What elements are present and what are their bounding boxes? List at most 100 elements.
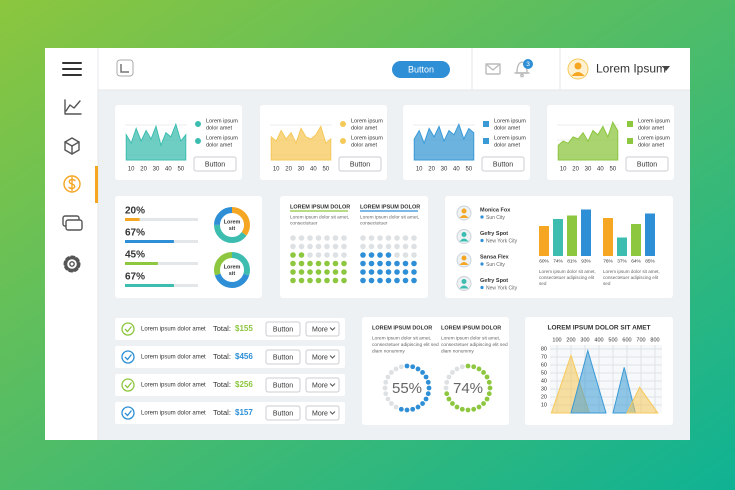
x-tick-label: 600	[622, 337, 631, 343]
box-icon[interactable]	[64, 137, 80, 155]
legend-text: dolor amet	[494, 142, 520, 148]
bar	[539, 226, 549, 256]
gauge-dot-filled	[481, 401, 486, 406]
dot-empty	[341, 252, 347, 258]
legend-marker	[340, 121, 346, 127]
check-icon[interactable]	[121, 406, 135, 420]
contact-city: New York City	[486, 285, 518, 291]
check-icon[interactable]	[121, 322, 135, 336]
contact-avatar-body	[459, 215, 469, 218]
order-button[interactable]	[265, 377, 301, 393]
chart-title: LOREM IPSUM DOLOR SIT AMET	[547, 325, 650, 332]
gauge-dot-empty	[398, 364, 404, 370]
gauge-dot-filled	[404, 363, 410, 369]
contact-city: New York City	[486, 238, 518, 244]
dot-filled	[368, 252, 375, 258]
order-button-label[interactable]: Button	[273, 382, 293, 389]
gauge-dot-empty	[446, 374, 452, 380]
button-label[interactable]: Button	[350, 161, 370, 168]
dot-empty	[360, 235, 366, 241]
check-icon[interactable]	[121, 350, 135, 364]
gauge-dot-empty	[393, 404, 399, 410]
gauge-dot-filled	[476, 366, 482, 372]
legend-text: dolor amet	[351, 142, 377, 148]
primary-button-label[interactable]: Button	[408, 64, 434, 74]
menu-icon[interactable]	[62, 62, 82, 76]
dot-filled	[411, 269, 417, 275]
total-label: Total:	[213, 408, 231, 417]
gauge-dot-filled	[415, 366, 421, 372]
donut-segment	[214, 207, 250, 243]
more-dropdown[interactable]	[305, 405, 340, 421]
mail-icon[interactable]	[485, 63, 501, 75]
dot-filled	[394, 269, 400, 275]
dot-filled	[377, 252, 383, 258]
button[interactable]	[481, 156, 525, 172]
button[interactable]	[338, 156, 382, 172]
gauge-label: 55%	[392, 380, 422, 397]
gauge-dot-filled	[425, 379, 431, 385]
dot-empty	[411, 243, 417, 250]
dollar-icon[interactable]	[63, 175, 81, 193]
legend-text: Lorem ipsum	[206, 118, 238, 124]
order-button-label[interactable]: Button	[273, 354, 293, 361]
legend-text: dolor amet	[206, 125, 232, 131]
dot-empty	[394, 235, 400, 241]
chart-icon[interactable]	[64, 99, 82, 115]
dot-filled	[377, 269, 383, 275]
button-label[interactable]: Button	[493, 161, 513, 168]
section-title: LOREM IPSUM DOLOR	[372, 325, 432, 331]
order-amount: $456	[235, 352, 253, 361]
more-dropdown[interactable]	[305, 321, 340, 337]
more-dropdown[interactable]	[305, 377, 340, 393]
order-button-label[interactable]: Button	[273, 326, 293, 333]
more-label[interactable]: More	[312, 410, 328, 417]
more-label[interactable]: More	[312, 326, 328, 333]
user-menu-caret[interactable]	[662, 66, 670, 71]
button-label[interactable]: Button	[205, 161, 225, 168]
order-text: Lorem ipsum dolor amet	[141, 327, 206, 333]
progress-bar	[125, 240, 174, 243]
order-button[interactable]	[265, 321, 301, 337]
legend-text: Lorem ipsum	[638, 135, 670, 141]
settings-icon[interactable]	[63, 255, 81, 273]
dot-filled	[385, 269, 392, 275]
gauge-dot-filled	[415, 404, 421, 410]
legend-marker	[627, 121, 633, 127]
user-name[interactable]: Lorem Ipsum	[596, 62, 666, 76]
dot-filled	[360, 252, 366, 258]
order-button[interactable]	[265, 405, 301, 421]
order-button-label[interactable]: Button	[273, 410, 293, 417]
section-title: LOREM IPSUM DOLOR	[441, 325, 501, 331]
section-text: consectetuer adipiscing elit sed	[372, 342, 439, 348]
dot-filled	[385, 277, 392, 284]
more-dropdown[interactable]	[305, 349, 340, 365]
button[interactable]	[193, 156, 237, 172]
section-text: diam nonummy	[441, 348, 474, 354]
progress-track	[125, 262, 198, 265]
order-text: Lorem ipsum dolor amet	[141, 383, 206, 389]
bell-icon[interactable]	[514, 61, 530, 78]
dot-empty	[402, 235, 409, 241]
more-label[interactable]: More	[312, 382, 328, 389]
bar-value-label: 64%	[631, 258, 641, 264]
x-tick-label: 30	[585, 167, 592, 173]
user-avatar[interactable]	[567, 58, 589, 80]
button-label[interactable]: Button	[637, 161, 657, 168]
check-icon[interactable]	[121, 378, 135, 392]
bar-value-label: 93%	[581, 258, 591, 264]
total-label: Total:	[213, 324, 231, 333]
logo[interactable]	[116, 59, 134, 77]
location-pin	[480, 285, 484, 290]
bar	[631, 224, 641, 256]
more-label[interactable]: More	[312, 354, 328, 361]
progress-label: 45%	[125, 250, 145, 261]
area	[270, 125, 332, 161]
button[interactable]	[625, 156, 669, 172]
order-button[interactable]	[265, 349, 301, 365]
dot-empty	[307, 235, 313, 241]
order-text: Lorem ipsum dolor amet	[141, 411, 206, 417]
dot-empty	[385, 235, 392, 241]
cards-icon[interactable]	[62, 215, 83, 231]
primary-button[interactable]	[392, 61, 450, 78]
